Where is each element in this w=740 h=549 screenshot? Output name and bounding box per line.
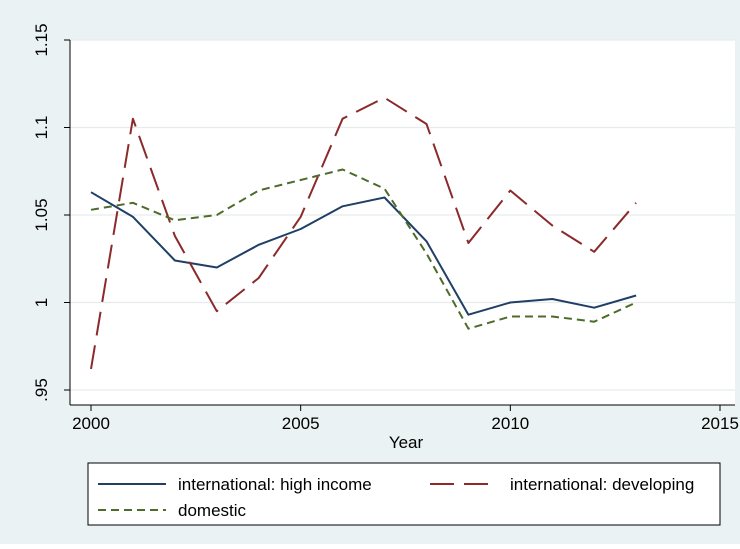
- legend-label-3: domestic: [178, 501, 247, 520]
- series-lines: [90, 96, 637, 370]
- x-tick-label: 2010: [491, 414, 529, 433]
- legend-label-2: international: developing: [510, 475, 694, 494]
- y-tick-label: .95: [32, 378, 51, 402]
- axes: .95 1 1.05 1.1 1.15 2000 2005 2010 2015: [32, 23, 739, 433]
- x-tick-label: 2005: [282, 414, 320, 433]
- x-tick-label: 2015: [701, 414, 739, 433]
- y-tick-label: 1.15: [32, 23, 51, 56]
- y-tick-label: 1.1: [32, 116, 51, 140]
- legend: international: high income international:…: [87, 462, 721, 526]
- series-line-2: [90, 96, 637, 370]
- y-tick-label: 1.05: [32, 198, 51, 231]
- x-tick-label: 2000: [72, 414, 110, 433]
- legend-box: [87, 462, 721, 526]
- legend-label-1: international: high income: [178, 475, 372, 494]
- y-tick-label: 1: [32, 298, 51, 307]
- series-line-3: [90, 168, 637, 330]
- x-axis-title: Year: [389, 433, 424, 452]
- plot-area: [70, 40, 735, 405]
- series-line-1: [90, 191, 637, 316]
